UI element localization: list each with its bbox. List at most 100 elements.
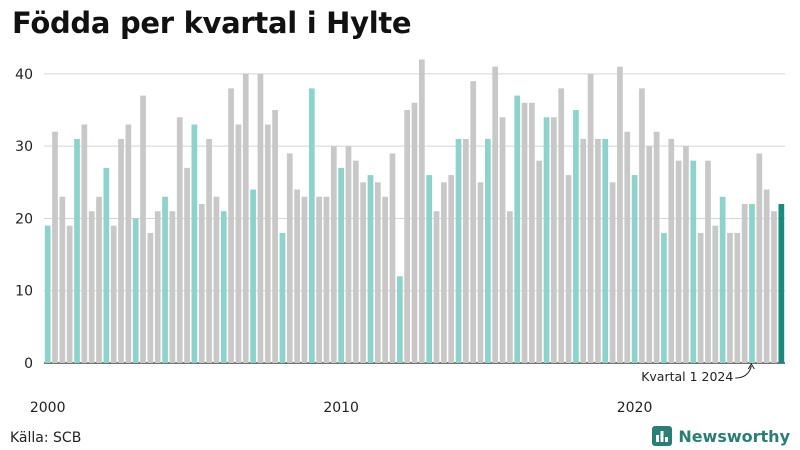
bar: [639, 88, 645, 364]
bar: [771, 211, 777, 363]
bar: [294, 189, 300, 363]
bar: [110, 225, 117, 363]
bar: [477, 182, 484, 363]
bar: [176, 117, 183, 364]
bar: [418, 59, 425, 363]
bar: [455, 138, 462, 363]
x-tick-label: 2020: [617, 400, 653, 416]
bar: [426, 175, 433, 363]
bar: [690, 160, 697, 363]
bar: [316, 196, 322, 363]
bar: [242, 73, 249, 363]
bar: [308, 88, 315, 364]
bar: [631, 175, 638, 363]
bar: [661, 232, 667, 363]
bar: [551, 117, 557, 364]
bar: [44, 225, 51, 363]
bar: [132, 218, 139, 363]
bar: [705, 160, 711, 363]
bar: [169, 211, 176, 363]
bar: [492, 66, 499, 364]
bar: [279, 232, 286, 363]
bar: [330, 146, 337, 363]
bar: [514, 95, 521, 363]
bar: [646, 146, 653, 363]
bar: [147, 232, 154, 363]
bar: [389, 153, 396, 363]
bar: [220, 211, 227, 363]
bar: [580, 138, 587, 363]
y-tick-label: 30: [15, 139, 33, 155]
bar: [206, 138, 212, 363]
bar: [103, 167, 110, 363]
axis-labels: 0 10 20 30 40 2000 2010 2020: [15, 67, 652, 416]
bar: [125, 124, 132, 363]
bar: [463, 138, 469, 363]
bar: [719, 196, 726, 363]
bar: [521, 102, 528, 363]
bar: [543, 117, 550, 364]
bar: [228, 88, 234, 364]
bar: [213, 196, 220, 363]
bar: [558, 88, 565, 364]
bar: [59, 196, 66, 363]
y-tick-label: 10: [15, 284, 33, 300]
bar: [184, 167, 190, 363]
brand-logo: Newsworthy: [652, 426, 790, 446]
bar: [668, 138, 675, 363]
bar: [617, 66, 623, 364]
bar: [191, 124, 198, 363]
bar: [602, 138, 609, 363]
bar: [162, 196, 168, 363]
bar: [264, 124, 271, 363]
bar: [675, 160, 682, 363]
bar: [741, 204, 748, 363]
bar: [367, 175, 374, 363]
brand-name: Newsworthy: [678, 426, 790, 446]
y-tick-label: 40: [15, 67, 33, 83]
bar: [140, 95, 146, 363]
bar: [374, 182, 381, 363]
bar: [52, 131, 58, 363]
bar: [440, 182, 447, 363]
bar: [470, 81, 477, 363]
annotation-group: Kvartal 1 2024: [641, 363, 755, 384]
bar: [778, 204, 785, 363]
bar: [573, 110, 579, 363]
bar: [448, 175, 455, 363]
x-tick-label: 2000: [30, 400, 66, 416]
x-tick-label: 2010: [323, 400, 359, 416]
bar: [485, 138, 491, 363]
annotation-arrowhead: [747, 363, 755, 370]
source-label: Källa: SCB: [10, 430, 82, 446]
bar: [595, 138, 601, 363]
bar: [763, 189, 770, 363]
bar: [352, 160, 359, 363]
page-title: Födda per kvartal i Hylte: [12, 6, 412, 40]
bar: [250, 189, 256, 363]
y-tick-label: 20: [15, 211, 33, 227]
bar: [257, 73, 264, 363]
bar: [536, 160, 543, 363]
bar: [96, 196, 102, 363]
bar: [499, 117, 506, 364]
annotation-label: Kvartal 1 2024: [641, 369, 733, 384]
bar: [734, 232, 741, 363]
bar: [396, 276, 403, 363]
bar: [154, 211, 161, 363]
bar: [712, 225, 719, 363]
bar: [565, 175, 572, 363]
bar: [411, 102, 418, 363]
bar: [74, 138, 80, 363]
bar: [235, 124, 242, 363]
bar: [609, 182, 616, 363]
bar: [749, 204, 755, 363]
bar: [529, 102, 535, 363]
bar: [272, 110, 278, 363]
bar: [683, 146, 689, 363]
bar: [286, 153, 293, 363]
bar: [81, 124, 88, 363]
chart-bars-icon: [652, 426, 673, 446]
bar: [66, 225, 73, 363]
